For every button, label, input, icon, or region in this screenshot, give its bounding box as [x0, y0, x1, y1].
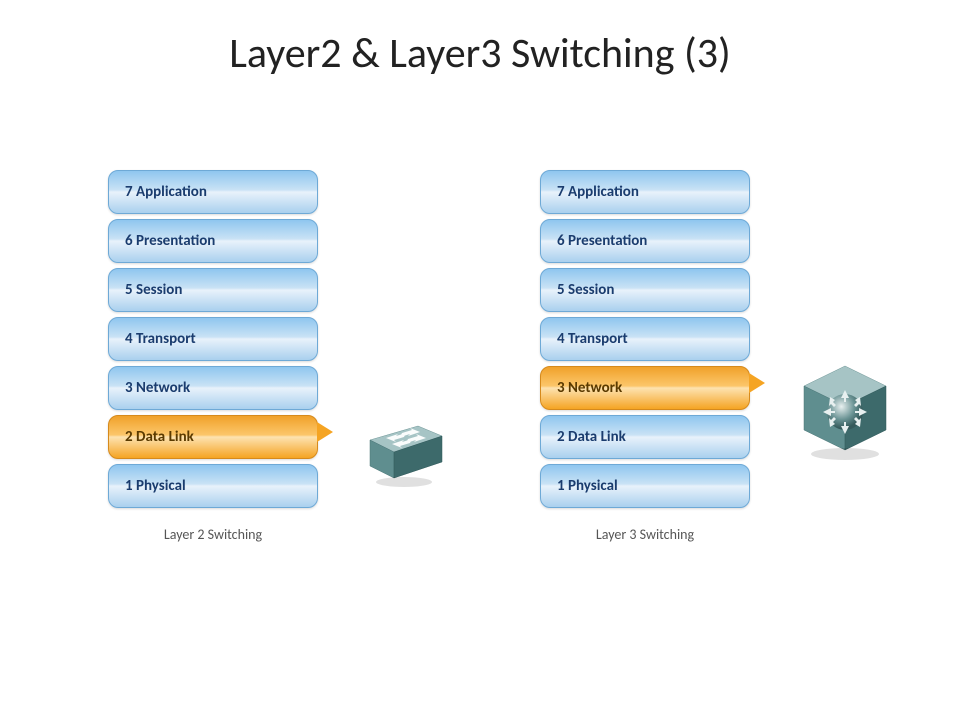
- layer-row: 2 Data Link: [540, 415, 750, 459]
- layer-label: 6 Presentation: [557, 232, 647, 250]
- layer-label: 7 Application: [125, 183, 207, 201]
- layer-row: 6 Presentation: [540, 219, 750, 263]
- layer-row: 1 Physical: [108, 464, 318, 508]
- layer-label: 4 Transport: [125, 330, 196, 348]
- layer-row-highlighted: 2 Data Link: [108, 415, 318, 459]
- layer-label: 2 Data Link: [125, 428, 194, 446]
- layer-row: 7 Application: [540, 170, 750, 214]
- layer-row: 4 Transport: [540, 317, 750, 361]
- layer-row: 5 Session: [540, 268, 750, 312]
- layer-label: 2 Data Link: [557, 428, 626, 446]
- layer-row-highlighted: 3 Network: [540, 366, 750, 410]
- layer-label: 5 Session: [125, 281, 182, 299]
- stack-caption: Layer 3 Switching: [540, 526, 750, 543]
- diagram-area: 7 Application 6 Presentation 5 Session 4…: [0, 170, 960, 670]
- layer-label: 7 Application: [557, 183, 639, 201]
- osi-stack-layer3: 7 Application 6 Presentation 5 Session 4…: [540, 170, 750, 543]
- switch-device-icon: [358, 422, 448, 497]
- layer-row: 7 Application: [108, 170, 318, 214]
- layer-label: 4 Transport: [557, 330, 628, 348]
- callout-arrow-icon: [749, 373, 765, 393]
- layer-label: 3 Network: [125, 379, 190, 397]
- layer-row: 6 Presentation: [108, 219, 318, 263]
- stack-caption: Layer 2 Switching: [108, 526, 318, 543]
- layer-row: 5 Session: [108, 268, 318, 312]
- layer-row: 3 Network: [108, 366, 318, 410]
- layer-row: 1 Physical: [540, 464, 750, 508]
- callout-arrow-icon: [317, 422, 333, 442]
- layer-row: 4 Transport: [108, 317, 318, 361]
- osi-stack-layer2: 7 Application 6 Presentation 5 Session 4…: [108, 170, 318, 543]
- slide-title: Layer2 & Layer3 Switching (3): [0, 28, 960, 79]
- layer-label: 1 Physical: [125, 477, 186, 495]
- layer-label: 3 Network: [557, 379, 622, 397]
- router-device-icon: [790, 356, 900, 471]
- layer-label: 6 Presentation: [125, 232, 215, 250]
- layer-label: 5 Session: [557, 281, 614, 299]
- layer-label: 1 Physical: [557, 477, 618, 495]
